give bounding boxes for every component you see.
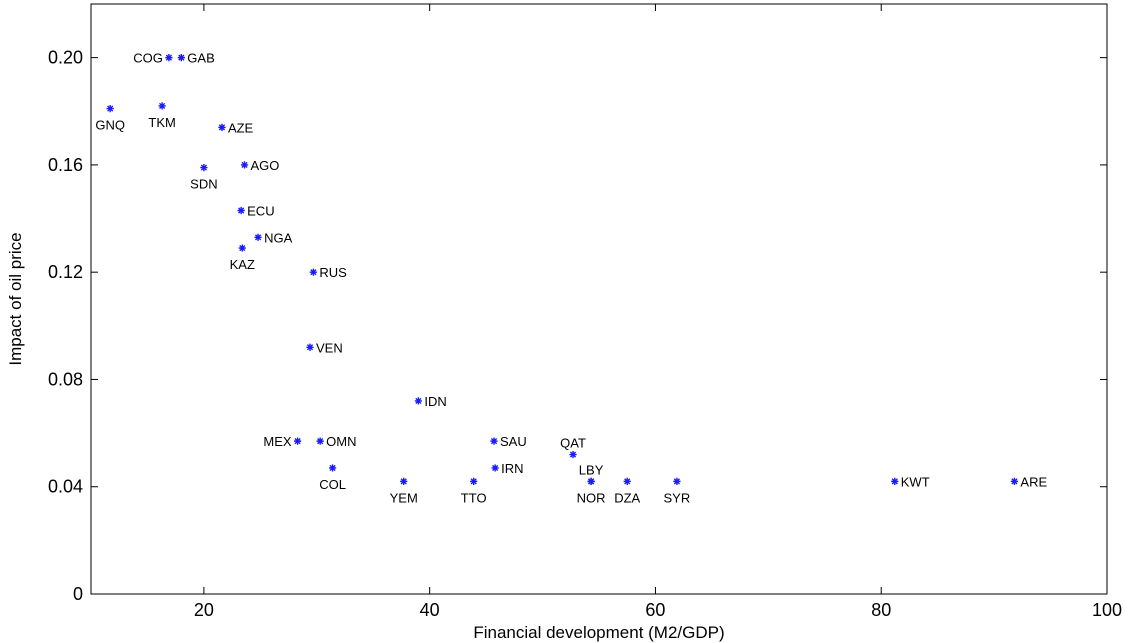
asterisk-marker	[240, 161, 249, 169]
asterisk-marker	[400, 477, 408, 485]
asterisk-marker	[623, 477, 631, 485]
point-label: VEN	[316, 340, 343, 355]
point-label: ECU	[247, 204, 274, 219]
asterisk-marker	[254, 233, 262, 241]
asterisk-marker	[237, 206, 245, 215]
ticks-layer: 20 40 60 80 100 0 0.04 0.08 0.12 0.16 0.20	[48, 4, 1122, 620]
point-label: GAB	[187, 51, 214, 66]
asterisk-marker	[587, 477, 595, 485]
data-point-idn: IDN	[414, 394, 447, 409]
data-point-ago: AGO	[240, 158, 280, 173]
y-axis-title: Impact of oil price	[6, 232, 25, 365]
point-label: IDN	[424, 394, 446, 409]
point-label: AZE	[228, 120, 254, 135]
point-label: AGO	[251, 158, 280, 173]
plot-frame	[90, 3, 1108, 595]
data-point-dza: DZA	[614, 477, 641, 505]
data-point-rus: RUS	[309, 265, 347, 280]
data-point-kaz: KAZ	[230, 244, 255, 272]
point-label: YEM	[390, 490, 418, 505]
point-label: QAT	[560, 436, 586, 451]
point-label: NOR	[577, 490, 606, 505]
y-tick-label: 0.04	[48, 477, 83, 497]
asterisk-marker	[106, 104, 114, 113]
asterisk-marker	[309, 268, 317, 276]
data-point-sau: SAU	[490, 434, 527, 449]
data-point-irn: IRN	[491, 461, 524, 476]
asterisk-marker	[490, 437, 498, 445]
data-point-tto: TTO	[461, 477, 487, 505]
y-tick-label: 0.08	[48, 369, 83, 389]
data-point-omn: OMN	[316, 434, 357, 449]
point-label: OMN	[326, 434, 356, 449]
point-label: SYR	[664, 490, 691, 505]
data-point-sdn: SDN	[190, 163, 218, 192]
point-label: TKM	[148, 115, 175, 130]
point-label: SDN	[190, 177, 217, 192]
data-point-col: COL	[319, 464, 346, 492]
asterisk-marker	[306, 343, 314, 351]
point-label: COL	[319, 477, 346, 492]
data-point-tkm: TKM	[148, 102, 176, 130]
data-point-cog: COG	[133, 51, 173, 66]
asterisk-marker	[673, 477, 681, 485]
data-point-syr: SYR	[664, 477, 691, 505]
asterisk-marker	[491, 464, 499, 472]
data-point-gab: GAB	[177, 51, 215, 66]
point-label: GNQ	[95, 118, 125, 133]
x-tick-label: 40	[420, 600, 440, 620]
y-tick-label: 0.16	[48, 155, 83, 175]
data-point-qat: QAT	[560, 436, 586, 459]
data-point-gnq: GNQ	[95, 104, 125, 133]
points-layer: COG GAB GNQ TKM AZE SDN AGO ECU NGA KAZ RUS VEN IDN M…	[95, 51, 1047, 506]
asterisk-marker	[218, 123, 226, 131]
data-point-ven: VEN	[306, 340, 343, 355]
data-point-ecu: ECU	[237, 204, 275, 219]
point-label: MEX	[263, 434, 292, 449]
x-tick-label: 100	[1092, 600, 1122, 620]
x-tick-label: 20	[194, 600, 214, 620]
asterisk-marker	[316, 437, 324, 445]
data-point-nor: NOR	[577, 477, 606, 505]
asterisk-marker	[414, 397, 422, 405]
data-point-aze: AZE	[218, 120, 254, 135]
data-point-nga: NGA	[254, 230, 293, 245]
point-label: KAZ	[230, 257, 255, 272]
data-point-are: ARE	[1010, 474, 1047, 489]
asterisk-marker	[328, 464, 337, 472]
asterisk-marker	[569, 450, 577, 459]
point-label: SAU	[500, 434, 527, 449]
y-tick-label: 0.12	[48, 262, 83, 282]
point-label: TTO	[461, 490, 487, 505]
point-label: COG	[133, 51, 163, 66]
asterisk-marker	[165, 54, 173, 62]
y-tick-label: 0.20	[48, 48, 83, 68]
asterisk-marker	[891, 477, 899, 485]
asterisk-marker	[200, 163, 208, 172]
point-label: ARE	[1020, 474, 1047, 489]
data-point-kwt: KWT	[891, 474, 930, 489]
asterisk-marker	[177, 54, 185, 62]
asterisk-marker	[293, 437, 302, 445]
data-point-mex: MEX	[263, 434, 302, 449]
asterisk-marker	[238, 244, 246, 252]
point-label: NGA	[264, 230, 293, 245]
point-label: DZA	[614, 490, 640, 505]
asterisk-marker	[1010, 477, 1019, 485]
x-tick-label: 60	[645, 600, 665, 620]
x-axis-title: Financial development (M2/GDP)	[473, 623, 724, 642]
point-label: LBY	[579, 462, 604, 477]
asterisk-marker	[158, 102, 166, 110]
point-label: KWT	[901, 474, 930, 489]
point-label: IRN	[501, 461, 523, 476]
y-tick-label: 0	[73, 584, 83, 604]
data-point-yem: YEM	[390, 477, 418, 505]
point-label: RUS	[319, 265, 347, 280]
asterisk-marker	[470, 477, 478, 485]
x-tick-label: 80	[871, 600, 891, 620]
